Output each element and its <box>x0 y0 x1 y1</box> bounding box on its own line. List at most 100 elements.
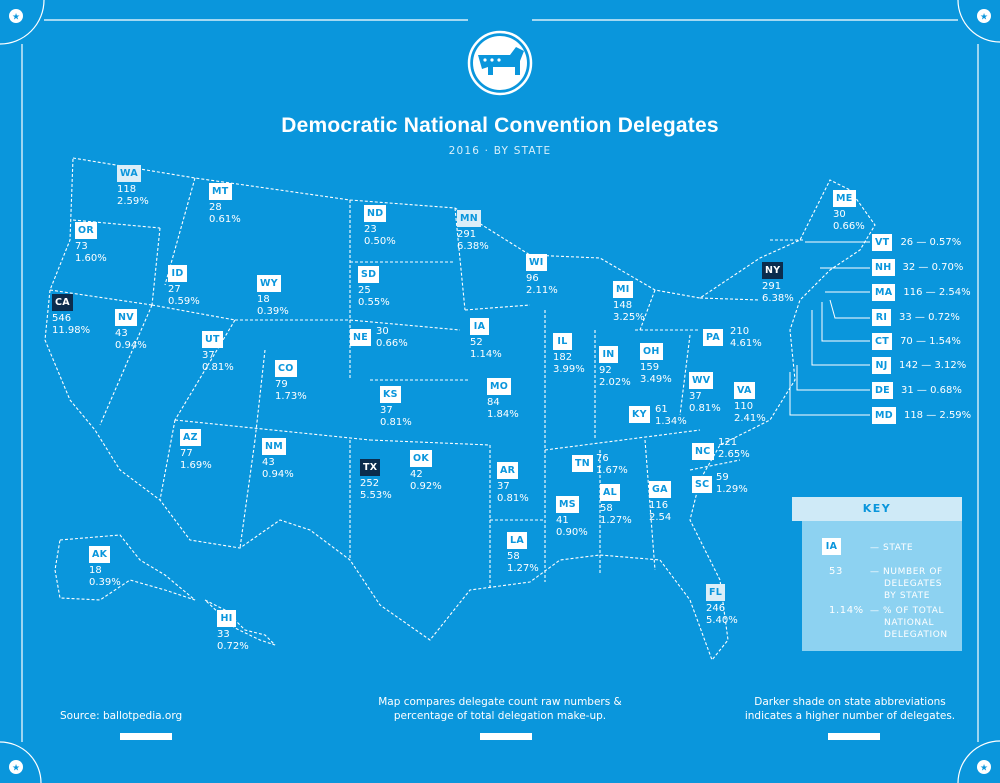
state-abbr: NJ <box>872 357 891 374</box>
state-value: 116 — 2.54% <box>903 287 971 298</box>
state-pct: 0.94% <box>262 469 294 480</box>
state-ar: AR 37 0.81% <box>497 462 529 505</box>
state-sd: SD 25 0.55% <box>358 266 390 309</box>
state-pa: PA <box>703 329 731 346</box>
state-az: AZ 77 1.69% <box>180 429 212 472</box>
state-abbr: NM <box>262 438 287 455</box>
state-value: 32 — 0.70% <box>902 262 964 273</box>
state-abbr: ND <box>364 205 387 222</box>
state-delegates: 42 <box>410 469 423 480</box>
state-pct: 2.54 <box>649 512 672 523</box>
state-nd: ND 23 0.50% <box>364 205 396 248</box>
svg-text:★: ★ <box>12 764 20 774</box>
state-pct: 11.98% <box>52 325 91 336</box>
note-line: Map compares delegate count raw numbers … <box>378 696 622 708</box>
state-pct: 0.39% <box>89 577 121 588</box>
page-title: Democratic National Convention Delegates <box>281 114 719 137</box>
state-tn-values: 76 1.67% <box>596 453 628 477</box>
state-pct: 0.72% <box>217 641 249 652</box>
svg-text:★: ★ <box>12 13 20 23</box>
northeast-callout: RI 33 — 0.72% <box>872 309 960 326</box>
state-abbr: VA <box>734 382 755 399</box>
state-abbr: IA <box>470 318 489 335</box>
state-pct: 4.61% <box>730 338 762 349</box>
state-pct: 6.38% <box>762 293 794 304</box>
state-delegates: 92 <box>599 365 612 376</box>
frame-corner-bl <box>0 741 42 783</box>
state-abbr: MD <box>872 407 896 424</box>
state-delegates: 37 <box>380 405 393 416</box>
state-abbr: WV <box>689 372 714 389</box>
state-abbr: SD <box>358 266 380 283</box>
state-abbr: NC <box>692 443 714 460</box>
legend-line: DELEGATION <box>884 630 948 640</box>
state-abbr: ID <box>168 265 187 282</box>
state-abbr: KS <box>380 386 401 403</box>
state-delegates: 37 <box>202 350 215 361</box>
state-abbr: KY <box>629 406 650 423</box>
state-pct: 0.55% <box>358 297 390 308</box>
state-delegates: 182 <box>553 352 573 363</box>
state-abbr: IA <box>822 538 841 555</box>
legend-box <box>802 497 962 651</box>
legend-sample-abbr: IA <box>822 538 841 557</box>
state-me: ME 30 0.66% <box>833 190 865 233</box>
state-pct: 5.53% <box>360 490 392 501</box>
state-delegates: 252 <box>360 478 380 489</box>
state-abbr: HI <box>217 610 236 627</box>
state-value: 70 — 1.54% <box>900 336 961 347</box>
state-wi: WI 96 2.11% <box>526 254 558 297</box>
state-pct: 3.99% <box>553 364 585 375</box>
state-delegates: 59 <box>716 472 729 483</box>
state-delegates: 18 <box>257 294 270 305</box>
frame-corner-br <box>957 740 1000 783</box>
state-abbr: OK <box>410 450 433 467</box>
state-abbr: MN <box>457 210 482 227</box>
state-pct: 1.67% <box>596 465 628 476</box>
state-pct: 1.27% <box>507 563 539 574</box>
state-pct: 1.69% <box>180 460 212 471</box>
state-abbr: MO <box>487 378 512 395</box>
state-abbr: CA <box>52 294 73 311</box>
state-abbr: LA <box>507 532 528 549</box>
state-pct: 1.29% <box>716 484 748 495</box>
state-delegates: 79 <box>275 379 288 390</box>
state-oh: OH 159 3.49% <box>640 343 672 386</box>
state-delegates: 41 <box>556 515 569 526</box>
state-delegates: 58 <box>600 503 613 514</box>
state-abbr: WA <box>117 165 142 182</box>
state-abbr: TN <box>572 455 594 472</box>
state-il: IL 182 3.99% <box>553 333 585 376</box>
state-abbr: IL <box>553 333 572 350</box>
state-ny: NY 291 6.38% <box>762 262 794 305</box>
footer-bar <box>480 733 532 740</box>
state-abbr: MT <box>209 183 232 200</box>
state-ky: KY <box>629 406 658 423</box>
state-pct: 0.50% <box>364 236 396 247</box>
state-abbr: NH <box>872 259 895 276</box>
state-delegates: 118 <box>117 184 137 195</box>
state-abbr: WY <box>257 275 281 292</box>
state-mi: MI 148 3.25% <box>613 281 645 324</box>
state-abbr: OH <box>640 343 663 360</box>
state-delegates: 30 <box>833 209 846 220</box>
state-pct: 0.66% <box>833 221 865 232</box>
state-ne-values: 30 0.66% <box>376 326 408 350</box>
legend-state-label: — STATE <box>870 543 914 553</box>
state-abbr: NE <box>350 329 372 346</box>
state-abbr: MS <box>556 496 579 513</box>
state-or: OR 73 1.60% <box>75 222 107 265</box>
state-fl: FL 246 5.40% <box>706 584 738 627</box>
legend-heading: KEY <box>792 497 962 521</box>
state-abbr: IN <box>599 346 618 363</box>
state-la: LA 58 1.27% <box>507 532 539 575</box>
state-abbr: UT <box>202 331 223 348</box>
state-delegates: 77 <box>180 448 193 459</box>
donkey-logo-icon <box>467 30 533 96</box>
legend-line: NATIONAL <box>884 618 935 628</box>
state-pct: 2.59% <box>117 196 149 207</box>
northeast-callout: CT 70 — 1.54% <box>872 333 961 350</box>
state-co: CO 79 1.73% <box>275 360 307 403</box>
